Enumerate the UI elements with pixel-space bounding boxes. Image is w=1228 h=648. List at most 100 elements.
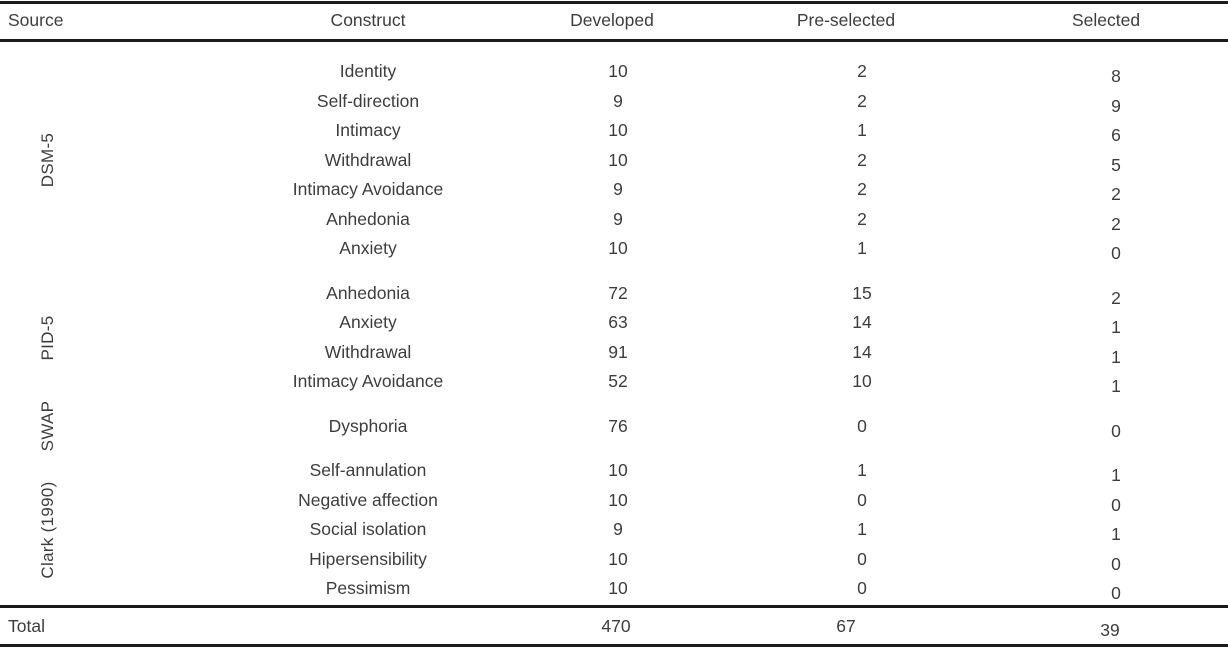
source-group: SWAP Dysphoria 76 0 0 [0, 401, 1228, 452]
row-developed-value: 72 [608, 282, 628, 303]
row-preselected-value: 1 [857, 519, 867, 539]
row-selected-value: 1 [1111, 346, 1121, 367]
row-selected-value: 1 [1111, 524, 1121, 544]
row-construct: Withdrawal [324, 149, 412, 170]
column-header-preselected: Pre-selected [796, 10, 896, 30]
table-row: Social isolation 9 1 1 [0, 515, 1228, 545]
row-selected-value: 0 [1111, 243, 1121, 263]
row-preselected-value: 2 [857, 208, 867, 229]
row-preselected-value: 2 [857, 61, 867, 81]
header-rule [0, 39, 1228, 42]
row-preselected-value: 14 [852, 341, 872, 362]
row-selected-value: 0 [1111, 583, 1121, 603]
table-row: Identity 10 2 8 [0, 57, 1228, 87]
row-developed-value: 10 [608, 149, 628, 170]
row-developed-value: 10 [608, 238, 628, 258]
row-preselected-value: 14 [852, 312, 872, 332]
row-developed-value: 52 [608, 371, 628, 391]
row-construct: Self-direction [316, 90, 420, 111]
row-developed-value: 76 [608, 415, 628, 436]
row-construct: Anxiety [339, 238, 397, 258]
table-row: Anhedonia 72 15 2 [0, 279, 1228, 309]
row-developed-value: 91 [608, 341, 628, 362]
row-construct: Anhedonia [326, 208, 410, 229]
row-developed-value: 9 [613, 90, 623, 111]
row-selected-value: 0 [1111, 494, 1121, 515]
row-preselected-value: 0 [857, 578, 867, 598]
table-row: Withdrawal 91 14 1 [0, 338, 1228, 368]
row-construct: Negative affection [298, 489, 438, 510]
row-construct: Intimacy [335, 120, 401, 140]
source-group: PID-5 Anhedonia 72 15 2 Anxiety 63 14 1 Withdrawa… [0, 279, 1228, 397]
table-row: Hipersensibility 10 0 0 [0, 545, 1228, 575]
row-developed-value: 10 [608, 61, 628, 81]
row-construct: Social isolation [309, 519, 427, 539]
table-row: Self-annulation 10 1 1 [0, 456, 1228, 486]
row-developed-value: 10 [608, 578, 628, 598]
row-developed-value: 10 [608, 548, 628, 569]
row-construct: Identity [339, 61, 397, 81]
source-group: Clark (1990) Self-annulation 10 1 1 Negative … [0, 456, 1228, 604]
row-construct: Anhedonia [326, 282, 410, 303]
table-row: Anhedonia 9 2 2 [0, 205, 1228, 235]
total-label: Total [8, 616, 45, 636]
row-preselected-value: 2 [857, 90, 867, 111]
top-rule [0, 1, 1228, 4]
row-construct: Intimacy Avoidance [292, 179, 444, 199]
row-selected-value: 2 [1111, 184, 1121, 204]
total-developed-value: 470 [601, 616, 631, 636]
row-construct: Anxiety [339, 312, 397, 332]
row-construct: Dysphoria [328, 415, 408, 436]
row-construct: Intimacy Avoidance [292, 371, 444, 391]
column-header-construct: Construct [330, 10, 406, 30]
row-preselected-value: 2 [857, 149, 867, 170]
row-selected-value: 8 [1111, 66, 1121, 86]
row-selected-value: 9 [1111, 95, 1121, 116]
row-selected-value: 2 [1111, 287, 1121, 308]
table-row: Intimacy Avoidance 9 2 2 [0, 175, 1228, 205]
row-preselected-value: 15 [852, 282, 872, 303]
row-selected-value: 1 [1111, 465, 1121, 485]
row-developed-value: 10 [608, 120, 628, 140]
row-developed-value: 10 [608, 460, 628, 480]
row-selected-value: 1 [1111, 376, 1121, 396]
table-row: Negative affection 10 0 0 [0, 486, 1228, 516]
table-row: Withdrawal 10 2 5 [0, 146, 1228, 176]
column-header-selected: Selected [1071, 10, 1141, 30]
row-selected-value: 2 [1111, 213, 1121, 234]
table-body: DSM-5 Identity 10 2 8 Self-direction 9 2 9 Intima… [0, 42, 1228, 604]
pre-total-rule [0, 605, 1228, 608]
row-selected-value: 5 [1111, 154, 1121, 175]
total-selected-value: 39 [1100, 620, 1120, 640]
column-header-developed: Developed [570, 10, 654, 30]
table-row: Anxiety 10 1 0 [0, 234, 1228, 264]
row-preselected-value: 1 [857, 460, 867, 480]
row-construct: Self-annulation [309, 460, 427, 480]
row-preselected-value: 1 [857, 120, 867, 140]
row-developed-value: 9 [613, 179, 623, 199]
row-preselected-value: 0 [857, 548, 867, 569]
row-construct: Withdrawal [324, 341, 412, 362]
source-group: DSM-5 Identity 10 2 8 Self-direction 9 2 9 Intima… [0, 57, 1228, 264]
row-preselected-value: 0 [857, 415, 867, 436]
total-preselected-value: 67 [836, 616, 856, 636]
table-row: Intimacy Avoidance 52 10 1 [0, 367, 1228, 397]
row-selected-value: 0 [1111, 553, 1121, 574]
row-developed-value: 9 [613, 519, 623, 539]
row-construct: Pessimism [325, 578, 411, 598]
row-selected-value: 1 [1111, 317, 1121, 337]
row-preselected-value: 1 [857, 238, 867, 258]
table-header-row: Source Construct Developed Pre-selected … [0, 2, 1228, 39]
table-row: Intimacy 10 1 6 [0, 116, 1228, 146]
row-selected-value: 0 [1111, 420, 1121, 441]
row-preselected-value: 2 [857, 179, 867, 199]
column-header-source: Source [8, 10, 64, 30]
row-preselected-value: 10 [852, 371, 872, 391]
row-selected-value: 6 [1111, 125, 1121, 145]
table-row: Dysphoria 76 0 0 [0, 412, 1228, 442]
row-developed-value: 63 [608, 312, 628, 332]
row-preselected-value: 0 [857, 489, 867, 510]
row-construct: Hipersensibility [309, 548, 427, 569]
bottom-rule [0, 644, 1228, 647]
